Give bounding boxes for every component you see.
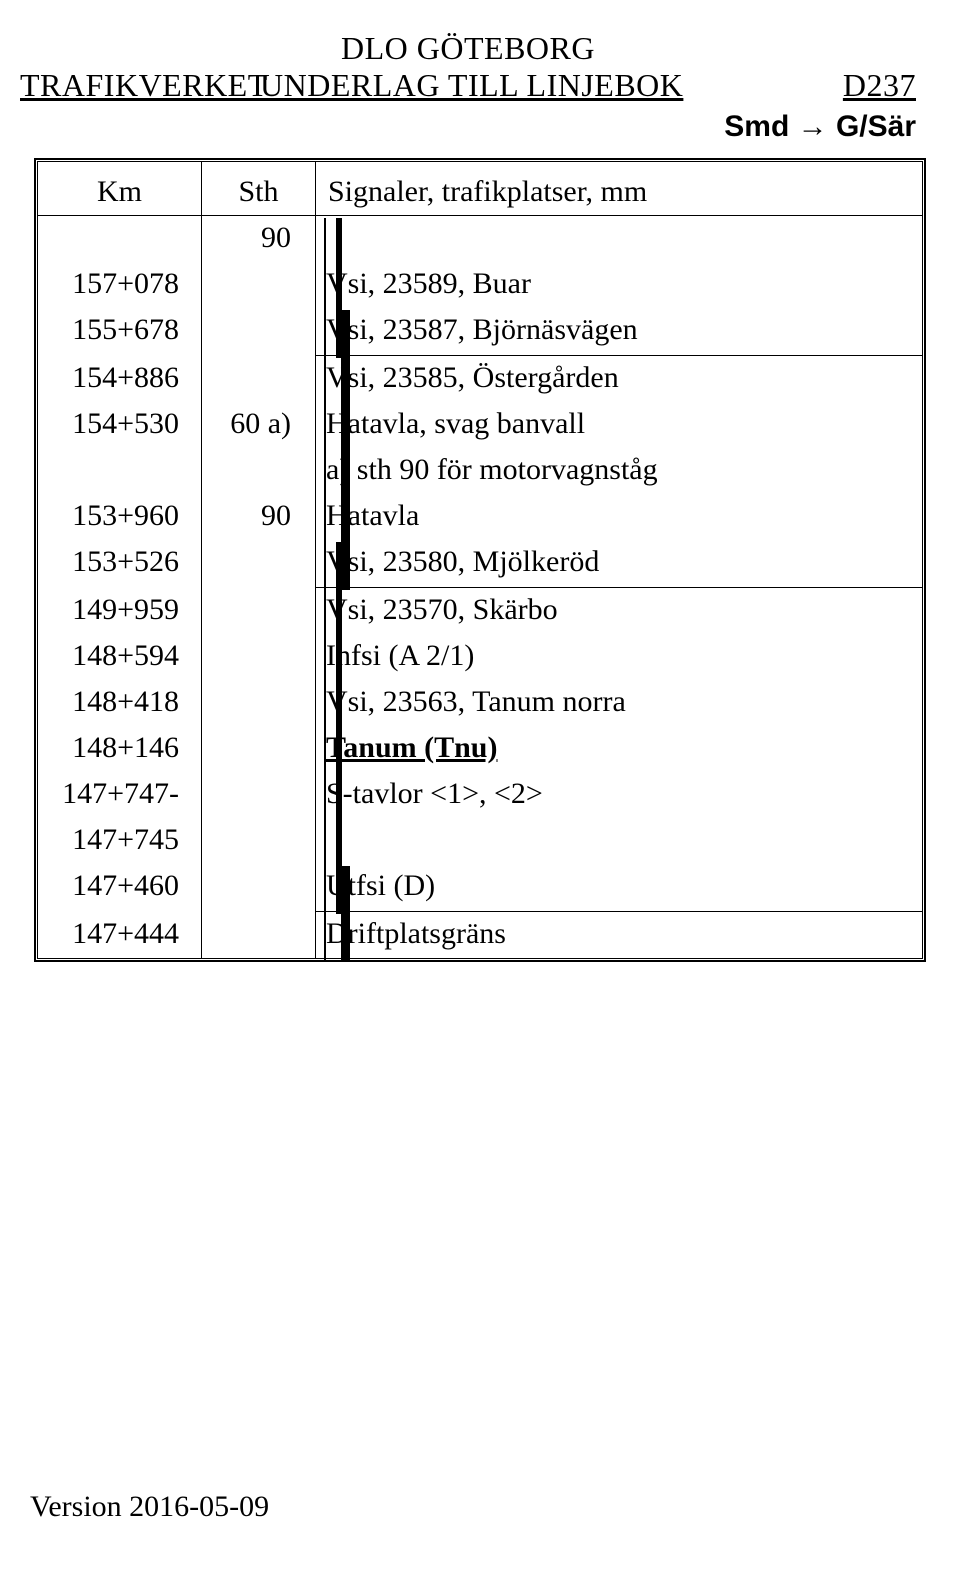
table-row: 90: [38, 216, 922, 262]
signal-text: Hatavla: [326, 499, 419, 532]
table-row: 148+146 Tanum (Tnu): [38, 726, 922, 772]
cell-sth: [202, 308, 316, 354]
table-row: 149+959 Vsi, 23570, Skärbo: [38, 588, 922, 634]
cell-km: 147+747-: [38, 772, 202, 818]
table-row: 154+886 Vsi, 23585, Östergården: [38, 356, 922, 402]
cell-signals: S-tavlor <1>, <2>: [316, 772, 922, 818]
table-row: 147+460 Utfsi (D): [38, 864, 922, 910]
cell-signals: [316, 818, 922, 864]
header-main-line: TRAFIKVERKET UNDERLAG TILL LINJEBOK D237: [20, 67, 916, 104]
cell-signals: Vsi, 23587, Björnäsvägen: [316, 308, 922, 354]
signal-text: Utfsi (D): [326, 869, 435, 902]
cell-km: 149+959: [38, 588, 202, 634]
cell-signals: Vsi, 23563, Tanum norra: [316, 680, 922, 726]
table-header-row: Km Sth Signaler, trafikplatser, mm: [38, 162, 922, 216]
table-row: a) sth 90 för motorvagnståg: [38, 448, 922, 494]
header-right: D237: [843, 67, 916, 104]
cell-sth: 90: [202, 216, 316, 262]
cell-signals: Vsi, 23585, Östergården: [316, 356, 922, 402]
cell-sth: [202, 262, 316, 308]
signal-text: S-tavlor <1>, <2>: [326, 777, 543, 810]
table-row: 154+53060 a) Hatavla, svag banvall: [38, 402, 922, 448]
cell-km: 147+745: [38, 818, 202, 864]
cell-sth: [202, 680, 316, 726]
table-row: 147+444 Driftplatsgräns: [38, 912, 922, 958]
cell-signals: Vsi, 23570, Skärbo: [316, 588, 922, 634]
cell-sth: 60 a): [202, 402, 316, 448]
header-center: UNDERLAG TILL LINJEBOK: [260, 67, 683, 104]
signal-text: a) sth 90 för motorvagnståg: [326, 453, 658, 486]
main-table-outer: Km Sth Signaler, trafikplatser, mm 90157…: [34, 158, 926, 962]
signal-text: Vsi, 23589, Buar: [326, 267, 531, 300]
cell-km: 148+146: [38, 726, 202, 772]
table-row: 153+526 Vsi, 23580, Mjölkeröd: [38, 540, 922, 586]
linjebok-table: Km Sth Signaler, trafikplatser, mm 90157…: [35, 159, 925, 961]
cell-km: [38, 448, 202, 494]
route-subtitle: Smd → G/Sär: [0, 110, 960, 144]
cell-signals: [316, 216, 922, 262]
document-header: DLO GÖTEBORG TRAFIKVERKET UNDERLAG TILL …: [0, 0, 960, 104]
cell-sth: [202, 356, 316, 402]
cell-signals: Utfsi (D): [316, 864, 922, 910]
cell-sth: [202, 634, 316, 680]
table-row: 153+96090 Hatavla: [38, 494, 922, 540]
table-row: 155+678 Vsi, 23587, Björnäsvägen: [38, 308, 922, 354]
version-footer: Version 2016-05-09: [30, 1490, 269, 1524]
signal-text: Vsi, 23570, Skärbo: [326, 593, 558, 626]
cell-signals: Hatavla: [316, 494, 922, 540]
signal-text: Infsi (A 2/1): [326, 639, 474, 672]
cell-signals: Driftplatsgräns: [316, 912, 922, 958]
cell-signals: Vsi, 23589, Buar: [316, 262, 922, 308]
cell-sth: [202, 818, 316, 864]
header-left: TRAFIKVERKET: [20, 67, 268, 104]
cell-sth: 90: [202, 494, 316, 540]
signal-text: Hatavla, svag banvall: [326, 407, 585, 440]
cell-km: 157+078: [38, 262, 202, 308]
cell-signals: a) sth 90 för motorvagnståg: [316, 448, 922, 494]
cell-sth: [202, 864, 316, 910]
cell-km: 154+886: [38, 356, 202, 402]
cell-signals: Tanum (Tnu): [316, 726, 922, 772]
cell-sth: [202, 912, 316, 958]
table-row: 157+078 Vsi, 23589, Buar: [38, 262, 922, 308]
cell-km: 148+418: [38, 680, 202, 726]
cell-km: 153+960: [38, 494, 202, 540]
header-top-center: DLO GÖTEBORG: [20, 30, 916, 67]
signal-text: Vsi, 23585, Östergården: [326, 361, 619, 394]
cell-sth: [202, 772, 316, 818]
col-header-sth: Sth: [202, 162, 316, 216]
col-header-signals: Signaler, trafikplatser, mm: [316, 162, 922, 216]
cell-km: 147+460: [38, 864, 202, 910]
cell-km: 147+444: [38, 912, 202, 958]
table-row: 147+745: [38, 818, 922, 864]
cell-km: 154+530: [38, 402, 202, 448]
cell-sth: [202, 588, 316, 634]
cell-signals: Hatavla, svag banvall: [316, 402, 922, 448]
signal-text: Tanum (Tnu): [326, 731, 497, 764]
col-header-km: Km: [38, 162, 202, 216]
table-body: 90157+078Vsi, 23589, Buar155+678Vsi, 235…: [38, 216, 922, 958]
table-row: 148+418 Vsi, 23563, Tanum norra: [38, 680, 922, 726]
cell-km: 148+594: [38, 634, 202, 680]
cell-sth: [202, 448, 316, 494]
table-row: 148+594 Infsi (A 2/1): [38, 634, 922, 680]
table-row: 147+747- S-tavlor <1>, <2>: [38, 772, 922, 818]
cell-sth: [202, 726, 316, 772]
cell-km: 153+526: [38, 540, 202, 586]
cell-km: 155+678: [38, 308, 202, 354]
signal-text: Vsi, 23563, Tanum norra: [326, 685, 626, 718]
signal-text: Vsi, 23580, Mjölkeröd: [326, 545, 599, 578]
signal-text: Vsi, 23587, Björnäsvägen: [326, 313, 638, 346]
signal-text: Driftplatsgräns: [326, 917, 506, 950]
cell-signals: Infsi (A 2/1): [316, 634, 922, 680]
cell-km: [38, 216, 202, 262]
cell-signals: Vsi, 23580, Mjölkeröd: [316, 540, 922, 586]
cell-sth: [202, 540, 316, 586]
